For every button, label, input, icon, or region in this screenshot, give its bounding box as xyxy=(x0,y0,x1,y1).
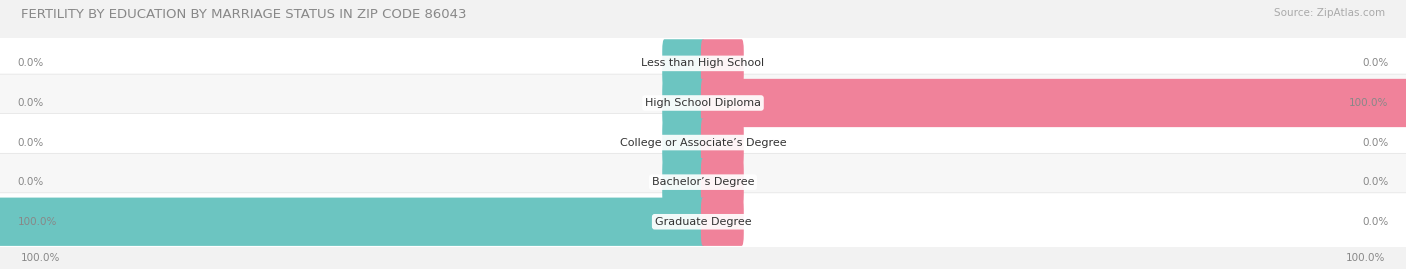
Text: 0.0%: 0.0% xyxy=(17,58,44,68)
FancyBboxPatch shape xyxy=(662,39,706,87)
FancyBboxPatch shape xyxy=(0,153,1406,211)
Text: 100.0%: 100.0% xyxy=(1348,98,1389,108)
FancyBboxPatch shape xyxy=(662,118,706,167)
Text: College or Associate’s Degree: College or Associate’s Degree xyxy=(620,137,786,148)
Text: 0.0%: 0.0% xyxy=(17,137,44,148)
Text: 0.0%: 0.0% xyxy=(17,177,44,187)
Text: 100.0%: 100.0% xyxy=(1346,253,1385,263)
Text: 0.0%: 0.0% xyxy=(17,98,44,108)
Text: Graduate Degree: Graduate Degree xyxy=(655,217,751,227)
Text: 0.0%: 0.0% xyxy=(1362,177,1389,187)
FancyBboxPatch shape xyxy=(662,79,706,127)
Text: 100.0%: 100.0% xyxy=(21,253,60,263)
FancyBboxPatch shape xyxy=(0,198,704,246)
FancyBboxPatch shape xyxy=(0,74,1406,132)
FancyBboxPatch shape xyxy=(700,158,744,206)
FancyBboxPatch shape xyxy=(0,193,1406,251)
Text: 0.0%: 0.0% xyxy=(1362,58,1389,68)
Text: High School Diploma: High School Diploma xyxy=(645,98,761,108)
Text: 0.0%: 0.0% xyxy=(1362,137,1389,148)
FancyBboxPatch shape xyxy=(700,198,744,246)
FancyBboxPatch shape xyxy=(700,79,1406,127)
Legend: Married, Unmarried: Married, Unmarried xyxy=(627,268,779,269)
FancyBboxPatch shape xyxy=(700,39,744,87)
Text: FERTILITY BY EDUCATION BY MARRIAGE STATUS IN ZIP CODE 86043: FERTILITY BY EDUCATION BY MARRIAGE STATU… xyxy=(21,8,467,21)
Text: Source: ZipAtlas.com: Source: ZipAtlas.com xyxy=(1274,8,1385,18)
Text: Less than High School: Less than High School xyxy=(641,58,765,68)
Text: 0.0%: 0.0% xyxy=(1362,217,1389,227)
FancyBboxPatch shape xyxy=(0,114,1406,171)
FancyBboxPatch shape xyxy=(662,158,706,206)
Text: Bachelor’s Degree: Bachelor’s Degree xyxy=(652,177,754,187)
FancyBboxPatch shape xyxy=(700,118,744,167)
FancyBboxPatch shape xyxy=(0,34,1406,92)
Text: 100.0%: 100.0% xyxy=(17,217,58,227)
